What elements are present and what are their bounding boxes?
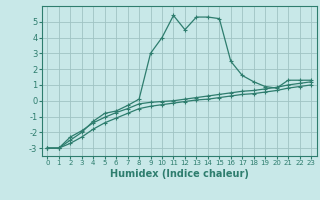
X-axis label: Humidex (Indice chaleur): Humidex (Indice chaleur)	[110, 169, 249, 179]
